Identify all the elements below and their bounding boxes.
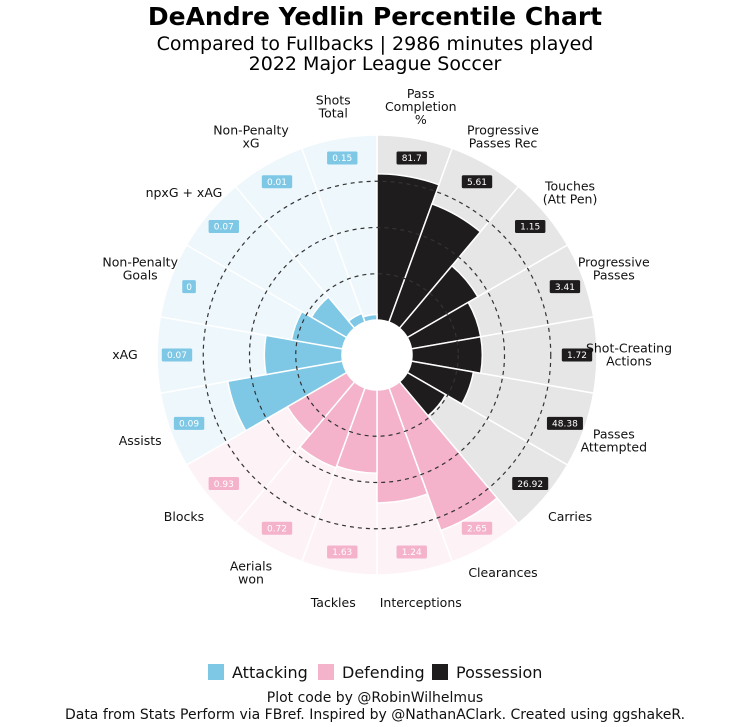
value-box <box>461 521 493 535</box>
footer-credit: Plot code by @RobinWilhelmus <box>267 690 483 706</box>
value-label: 1.24 <box>402 548 422 558</box>
legend-label-defending: Defending <box>342 663 425 682</box>
value-label: 0.01 <box>267 178 287 188</box>
legend-swatch-defending <box>318 664 334 680</box>
value-label: 81.7 <box>402 154 422 164</box>
legend-swatch-attacking <box>208 664 224 680</box>
metric-label: Assists <box>119 433 162 448</box>
chart-title: DeAndre Yedlin Percentile Chart <box>148 2 602 31</box>
footer-source: Data from Stats Perform via FBref. Inspi… <box>65 707 685 723</box>
metric-label: Touches (Att Pen) <box>543 179 598 207</box>
value-box <box>549 280 581 294</box>
metric-label: Interceptions <box>380 595 462 610</box>
value-box <box>512 477 549 491</box>
value-box <box>173 416 205 430</box>
metric-label: Shots Total <box>316 92 351 120</box>
value-box <box>261 175 293 189</box>
value-label: 5.61 <box>467 178 487 188</box>
metric-label: Progressive Passes Rec <box>467 122 539 150</box>
value-box <box>327 545 358 559</box>
metric-label: Tackles <box>310 595 356 610</box>
metric-label: Non-Penalty xG <box>213 122 289 150</box>
value-box <box>182 280 196 294</box>
metric-label: npxG + xAG <box>146 185 223 200</box>
value-label: 1.15 <box>520 223 540 233</box>
metric-label: Pass Completion% <box>385 86 457 127</box>
legend-swatch-possession <box>432 664 448 680</box>
value-box <box>396 151 427 165</box>
gridline-75 <box>202 180 552 530</box>
metric-label: Carries <box>548 509 592 524</box>
value-box <box>561 348 593 362</box>
value-box <box>208 477 239 491</box>
metric-label: Progressive Passes <box>578 254 650 282</box>
value-box <box>327 151 358 165</box>
value-label: 0.07 <box>167 351 187 361</box>
value-box <box>161 348 193 362</box>
value-box <box>261 521 293 535</box>
value-box <box>461 175 493 189</box>
chart-subtitle-1: Compared to Fullbacks | 2986 minutes pla… <box>157 33 594 55</box>
value-label: 0.93 <box>214 480 234 490</box>
value-label: 0.07 <box>214 223 234 233</box>
metric-label: xAG <box>112 347 137 362</box>
value-box <box>396 545 427 559</box>
value-label: 1.63 <box>332 548 352 558</box>
chart-subtitle-2: 2022 Major League Soccer <box>249 53 502 75</box>
value-box <box>546 416 583 430</box>
center-hole <box>342 320 412 390</box>
value-label: 0.09 <box>179 420 199 430</box>
legend: Attacking Defending Possession <box>208 663 542 682</box>
value-label: 48.38 <box>552 420 578 430</box>
gridline-50 <box>248 226 506 484</box>
value-label: 0.72 <box>267 524 287 534</box>
legend-label-possession: Possession <box>456 663 542 682</box>
value-label: 1.72 <box>567 351 587 361</box>
metric-label: Aerials won <box>230 559 272 587</box>
metric-label: Shot-Creating Actions <box>586 341 672 369</box>
value-box <box>515 219 546 233</box>
value-box <box>208 219 239 233</box>
gridline-25 <box>295 273 459 437</box>
metric-label: Clearances <box>468 565 537 580</box>
value-label: 2.65 <box>467 524 487 534</box>
metric-label: Passes Attempted <box>581 427 647 455</box>
value-label: 3.41 <box>555 283 575 293</box>
value-label: 0.15 <box>332 154 352 164</box>
metric-label: Blocks <box>164 509 204 524</box>
value-label: 0 <box>186 283 192 293</box>
legend-label-attacking: Attacking <box>232 663 308 682</box>
value-label: 26.92 <box>517 480 543 490</box>
metric-label: Non-Penalty Goals <box>102 254 178 282</box>
